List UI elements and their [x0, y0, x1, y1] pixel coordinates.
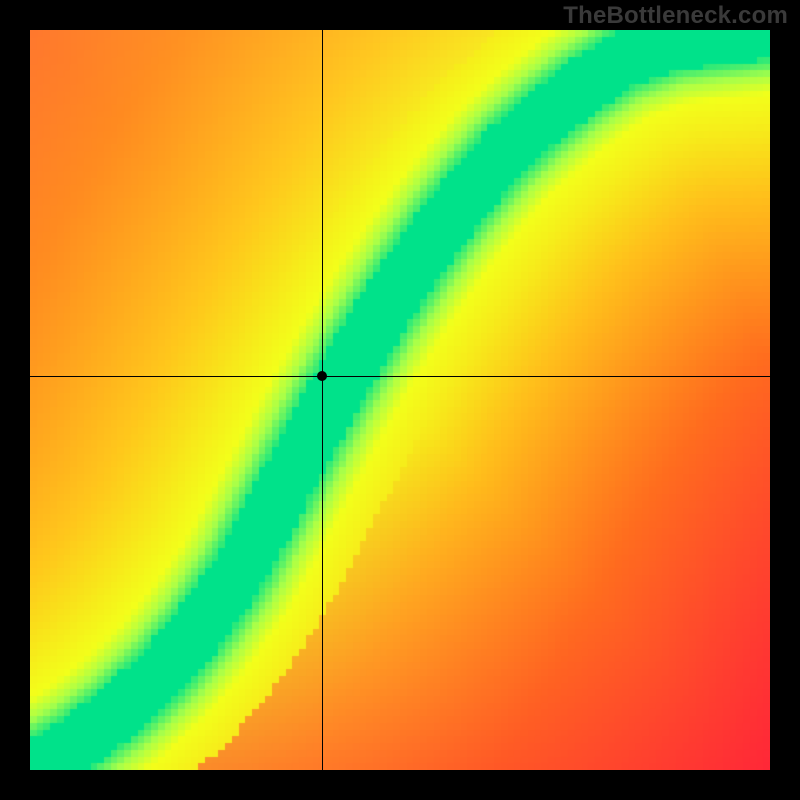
- plot-area: [30, 30, 770, 770]
- crosshair-horizontal: [30, 376, 770, 377]
- crosshair-vertical: [322, 30, 323, 770]
- crosshair-marker: [317, 371, 327, 381]
- heatmap-canvas: [30, 30, 770, 770]
- chart-container: TheBottleneck.com: [0, 0, 800, 800]
- watermark-text: TheBottleneck.com: [563, 2, 788, 30]
